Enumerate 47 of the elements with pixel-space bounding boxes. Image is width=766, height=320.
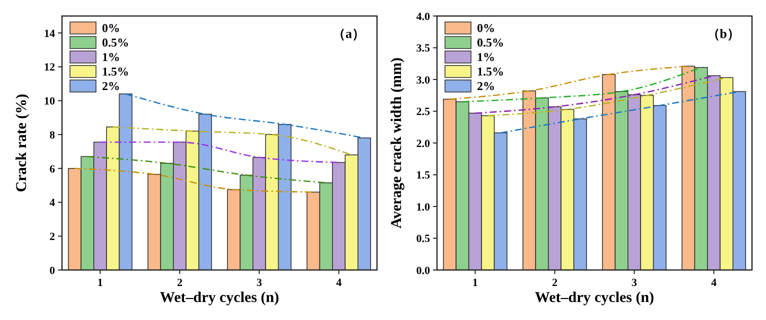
- line-series: [474, 75, 714, 114]
- line-series: [74, 168, 314, 193]
- y-tick-label: 10: [44, 96, 56, 108]
- y-tick-label: 6: [50, 163, 56, 176]
- y-tick-label: 2.0: [416, 138, 430, 150]
- y-tick-label: 0.5: [416, 233, 430, 246]
- y-tick-label: 3.5: [416, 42, 430, 55]
- y-tick-label: 4: [50, 197, 56, 210]
- legend-label: 2%: [102, 79, 120, 94]
- x-tick-label: 1: [97, 277, 103, 289]
- y-tick-label: 8: [50, 129, 56, 142]
- x-tick-label: 4: [711, 277, 718, 289]
- x-tick-label: 2: [176, 277, 183, 289]
- line-series: [462, 66, 702, 102]
- legend-label: 1%: [477, 50, 495, 64]
- y-axis-title: Average crack width (mm): [389, 58, 405, 228]
- x-tick-label: 2: [552, 277, 558, 289]
- legend-label: 0%: [477, 21, 495, 36]
- legend-label: 1.5%: [102, 64, 129, 79]
- line-series: [124, 93, 365, 139]
- annotation: （b）: [706, 26, 740, 41]
- y-tick-label: 0.0: [416, 264, 430, 277]
- y-tick-label: 1.5: [416, 170, 430, 182]
- legend-label: 1%: [102, 50, 120, 64]
- x-tick-label: 3: [632, 277, 638, 289]
- x-tick-label: 3: [256, 277, 263, 289]
- x-axis-title: Wet–dry cycles (n): [534, 290, 654, 306]
- line-series: [500, 90, 740, 134]
- y-tick-label: 0: [50, 264, 56, 277]
- y-axis-title: Crack rate (%): [14, 94, 30, 192]
- y-tick-label: 2.5: [416, 106, 430, 118]
- y-tick-label: 4.0: [416, 10, 430, 23]
- y-tick-label: 12: [44, 62, 56, 74]
- y-tick-label: 14: [44, 28, 56, 40]
- x-axis-title: Wet–dry cycles (n): [160, 290, 280, 306]
- legend-label: 1.5%: [477, 64, 504, 79]
- annotation: （a）: [332, 26, 365, 41]
- y-tick-label: 2: [50, 230, 56, 243]
- x-tick-label: 1: [472, 277, 478, 289]
- legend-label: 0.5%: [477, 36, 504, 50]
- y-tick-label: 3.0: [416, 74, 430, 86]
- line-series: [86, 156, 327, 184]
- legend-label: 0%: [102, 21, 120, 36]
- x-tick-label: 4: [336, 277, 342, 289]
- legend-label: 0.5%: [102, 36, 129, 50]
- y-tick-label: 1.0: [416, 201, 430, 214]
- legend-label: 2%: [477, 79, 495, 94]
